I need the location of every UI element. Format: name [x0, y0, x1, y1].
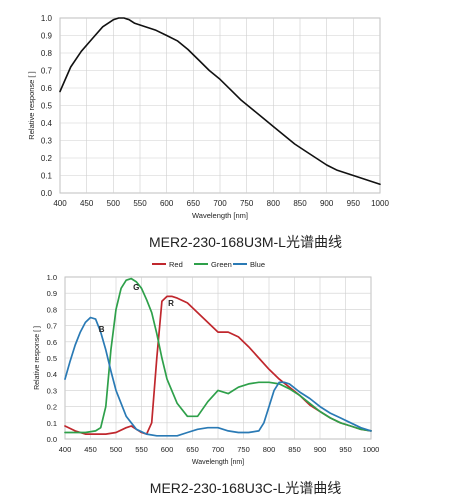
y-tick-label: 0.1: [41, 172, 53, 181]
y-tick-label: 0.3: [41, 137, 53, 146]
series-annotation-green: G: [133, 283, 139, 292]
series-annotation-blue: B: [99, 325, 105, 334]
y-tick-label: 0.2: [47, 403, 57, 412]
x-tick-label: 550: [135, 445, 148, 454]
y-tick-label: 0.8: [41, 49, 53, 58]
x-tick-label: 800: [263, 445, 276, 454]
x-tick-label: 550: [133, 199, 147, 208]
x-tick-label: 1000: [371, 199, 389, 208]
x-tick-label: 800: [267, 199, 281, 208]
y-tick-label: 0.6: [47, 338, 57, 347]
y-tick-label: 0.4: [41, 119, 53, 128]
series-line-response: [59, 17, 381, 186]
y-tick-label: 0.5: [41, 102, 53, 111]
x-tick-label: 700: [213, 199, 227, 208]
y-tick-label: 0.3: [47, 386, 57, 395]
y-tick-label: 0.7: [41, 67, 53, 76]
x-tick-label: 450: [84, 445, 97, 454]
x-tick-label: 850: [288, 445, 301, 454]
y-tick-label: 0.1: [47, 419, 57, 428]
x-tick-label: 900: [320, 199, 334, 208]
x-tick-label: 400: [53, 199, 67, 208]
series-line-red: [64, 295, 372, 435]
chart-mono-spectral-response: 400 450 500 550 600 650 700 750 800 850 900 950 1000…: [27, 14, 389, 220]
x-tick-label: 650: [187, 199, 201, 208]
y-tick-label: 0.0: [47, 435, 57, 444]
y-tick-label: 0.0: [41, 189, 53, 198]
legend-label-blue: Blue: [250, 260, 265, 269]
y-axis-label: Relative response [ ]: [34, 326, 41, 390]
x-axis-label: Wavelength [nm]: [192, 459, 244, 466]
x-tick-label: 400: [59, 445, 72, 454]
x-tick-label: 600: [161, 445, 174, 454]
x-tick-label: 600: [160, 199, 174, 208]
x-tick-label: 750: [237, 445, 250, 454]
y-tick-label: 0.9: [47, 289, 57, 298]
x-tick-label: 1000: [363, 445, 380, 454]
x-tick-label: 750: [240, 199, 254, 208]
legend-label-green: Green: [211, 260, 232, 269]
y-tick-label: 0.5: [47, 354, 57, 363]
x-tick-label: 950: [339, 445, 352, 454]
y-tick-label: 0.8: [47, 305, 57, 314]
series-annotation-red: R: [168, 299, 174, 308]
y-tick-label: 0.6: [41, 84, 53, 93]
y-tick-label: 0.4: [47, 370, 57, 379]
x-tick-label: 850: [293, 199, 307, 208]
chart-title-color: MER2-230-168U3C-L光谱曲线: [149, 480, 342, 496]
y-tick-label: 1.0: [41, 14, 53, 23]
x-tick-label: 450: [80, 199, 94, 208]
y-axis-label: Relative response [ ]: [27, 71, 36, 139]
series-line-green: [64, 277, 372, 434]
x-tick-label: 700: [212, 445, 225, 454]
x-tick-label: 950: [347, 199, 361, 208]
x-axis-label: Wavelength [nm]: [192, 211, 248, 220]
series-line-blue: [64, 316, 372, 437]
x-tick-label: 900: [314, 445, 327, 454]
y-tick-label: 0.2: [41, 154, 53, 163]
y-tick-label: 1.0: [47, 273, 57, 282]
y-tick-label: 0.7: [47, 322, 57, 331]
x-tick-label: 650: [186, 445, 199, 454]
x-tick-label: 500: [110, 445, 123, 454]
legend-label-red: Red: [169, 260, 183, 269]
chart-color-spectral-response: 400 450 500 550 600 650 700 750 800 850 900 950 1000…: [34, 260, 380, 466]
chart-title-mono: MER2-230-168U3M-L光谱曲线: [149, 234, 342, 250]
y-tick-label: 0.9: [41, 32, 53, 41]
x-tick-label: 500: [107, 199, 121, 208]
